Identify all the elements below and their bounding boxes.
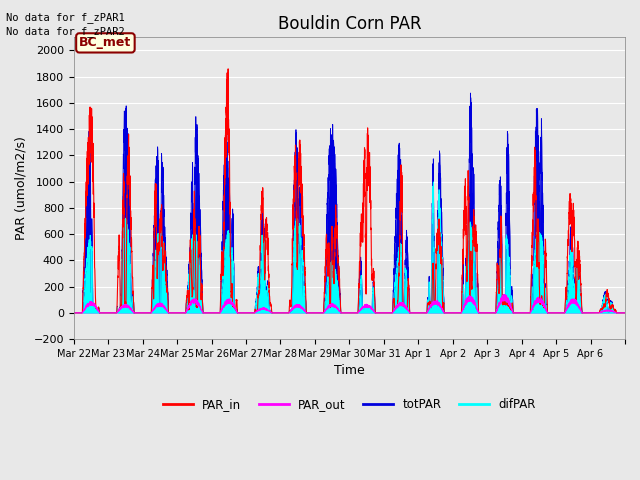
X-axis label: Time: Time (334, 364, 365, 377)
Text: No data for f_zPAR2: No data for f_zPAR2 (6, 26, 125, 37)
Legend: PAR_in, PAR_out, totPAR, difPAR: PAR_in, PAR_out, totPAR, difPAR (159, 393, 540, 416)
Y-axis label: PAR (umol/m2/s): PAR (umol/m2/s) (15, 136, 28, 240)
Text: No data for f_zPAR1: No data for f_zPAR1 (6, 12, 125, 23)
Text: BC_met: BC_met (79, 36, 132, 49)
Title: Bouldin Corn PAR: Bouldin Corn PAR (278, 15, 421, 33)
